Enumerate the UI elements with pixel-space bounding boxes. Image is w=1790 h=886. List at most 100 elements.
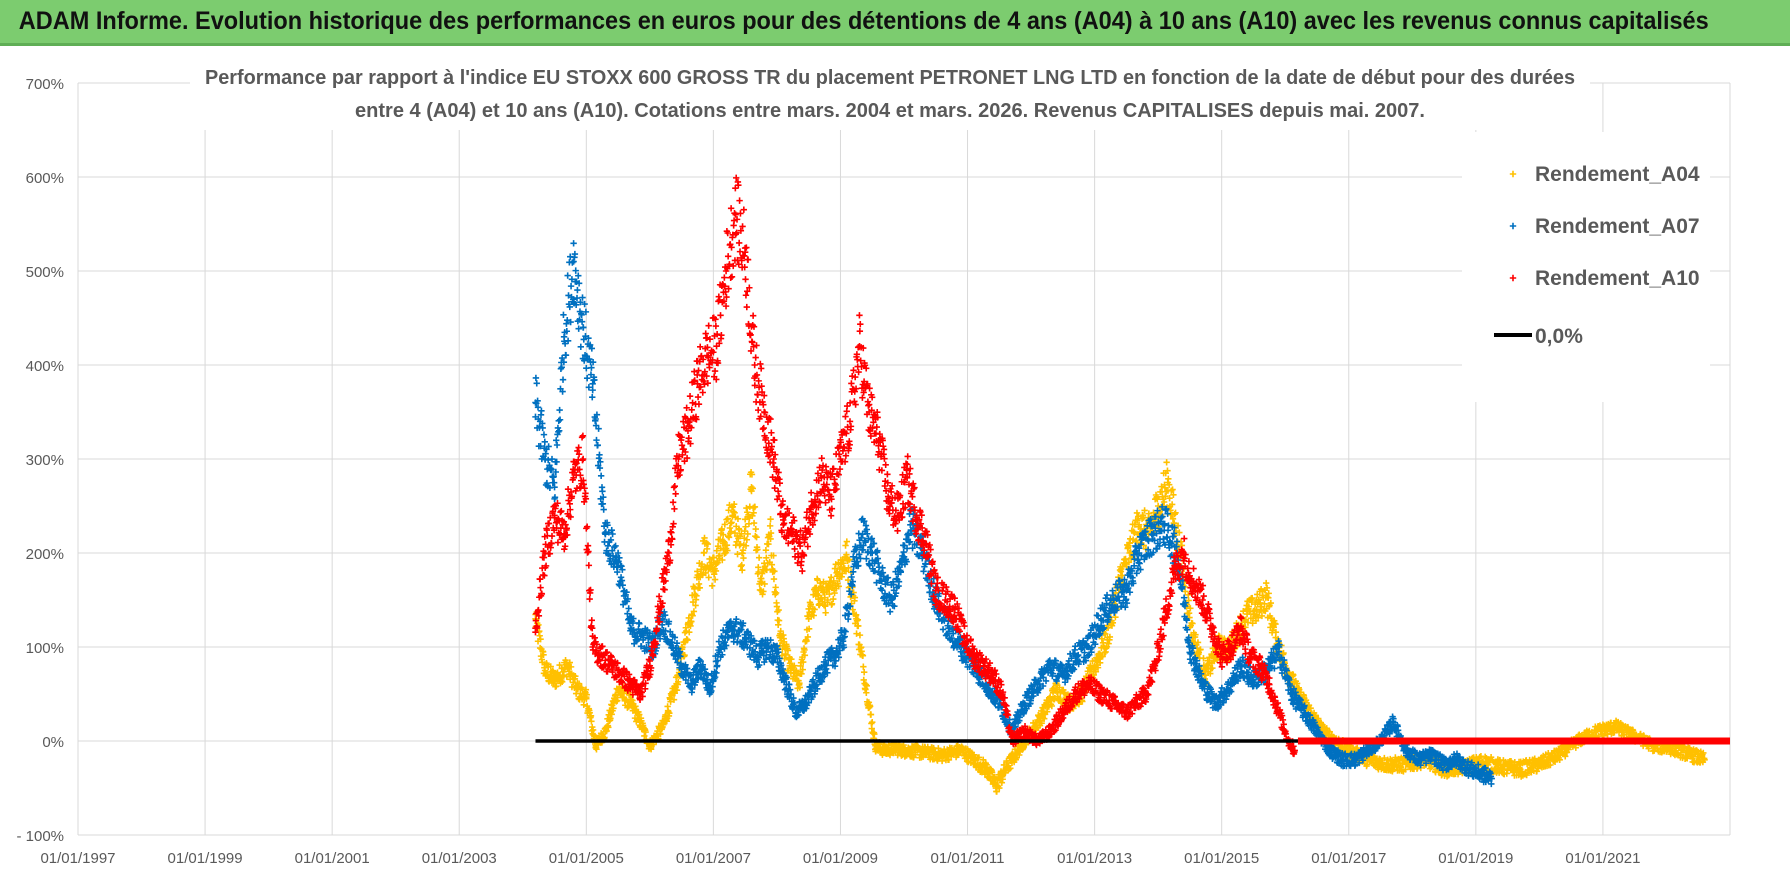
data-point-marker — [721, 550, 728, 557]
data-point-marker — [988, 769, 996, 776]
data-point-marker — [695, 580, 703, 588]
data-point-marker — [764, 534, 772, 541]
data-point-marker — [737, 563, 745, 570]
data-point-marker — [842, 628, 849, 635]
data-point-marker — [774, 621, 782, 628]
y-axis-labels: 700%600%500%400%300%200%100%0%- 100% — [16, 76, 64, 845]
data-point-marker — [566, 659, 573, 666]
data-point-marker — [798, 670, 805, 677]
data-point-marker — [1187, 650, 1195, 658]
data-point-marker — [719, 556, 726, 564]
data-point-marker — [540, 651, 547, 658]
data-point-marker — [583, 375, 591, 382]
data-point-marker — [743, 536, 751, 543]
data-point-marker — [719, 531, 727, 538]
data-point-marker — [766, 522, 774, 530]
data-point-marker — [770, 552, 777, 559]
data-point-marker — [1133, 509, 1141, 517]
data-point-marker — [796, 684, 803, 691]
data-point-marker — [703, 539, 710, 547]
data-point-marker — [766, 533, 773, 540]
data-point-marker — [710, 554, 718, 561]
data-point-marker — [843, 538, 851, 545]
data-point-marker — [658, 724, 666, 732]
data-point-marker — [831, 589, 838, 597]
chart-title-line2: entre 4 (A04) et 10 ans (A10). Cotations… — [355, 100, 1425, 122]
data-point-marker — [784, 647, 792, 654]
data-point-marker — [553, 437, 560, 444]
data-point-marker — [583, 691, 590, 698]
data-point-marker — [827, 574, 835, 581]
data-point-marker — [799, 658, 807, 666]
data-point-marker — [830, 595, 837, 603]
data-point-marker — [720, 538, 728, 545]
data-point-marker — [1112, 614, 1119, 621]
data-point-marker — [708, 582, 716, 590]
data-point-marker — [588, 718, 595, 725]
data-point-marker — [617, 574, 625, 581]
x-tick-label: 01/01/2013 — [1057, 850, 1132, 867]
data-point-marker — [547, 663, 554, 670]
chart-title-background — [190, 60, 1590, 130]
data-point-marker — [854, 616, 862, 624]
data-point-marker — [753, 534, 760, 541]
data-point-marker — [734, 551, 741, 558]
data-point-marker — [679, 644, 686, 651]
banner-title: ADAM Informe. Evolution historique des p… — [18, 7, 1709, 35]
data-point-marker — [998, 779, 1006, 786]
x-tick-label: 01/01/2015 — [1184, 850, 1259, 867]
data-point-marker — [681, 651, 688, 659]
y-tick-label: 300% — [26, 452, 64, 469]
data-point-marker — [550, 479, 558, 486]
y-tick-label: 100% — [26, 640, 64, 657]
data-point-marker — [728, 519, 735, 526]
data-point-marker — [742, 542, 750, 549]
data-point-marker — [820, 601, 828, 609]
data-point-marker — [670, 696, 678, 703]
data-point-marker — [657, 730, 664, 738]
data-point-marker — [835, 583, 842, 590]
data-point-marker — [714, 559, 721, 567]
data-point-marker — [1262, 579, 1270, 587]
data-point-marker — [727, 520, 734, 527]
data-point-marker — [763, 566, 770, 574]
data-point-marker — [851, 594, 859, 601]
data-point-marker — [860, 676, 867, 684]
data-point-marker — [701, 534, 708, 542]
data-point-marker — [935, 755, 942, 762]
data-point-marker — [935, 745, 942, 752]
data-point-marker — [582, 686, 590, 693]
data-point-marker — [692, 602, 699, 609]
x-tick-label: 01/01/2009 — [803, 850, 878, 867]
data-point-marker — [557, 365, 565, 372]
data-point-marker — [733, 538, 740, 546]
data-point-marker — [556, 416, 564, 423]
data-point-marker — [752, 533, 759, 540]
x-tick-label: 01/01/2011 — [931, 850, 1005, 867]
data-point-marker — [625, 703, 632, 710]
data-point-marker — [996, 784, 1003, 792]
data-point-marker — [593, 436, 600, 444]
data-point-marker — [540, 431, 548, 438]
data-point-marker — [750, 519, 758, 527]
x-tick-label: 01/01/2021 — [1565, 850, 1640, 867]
data-point-marker — [575, 325, 582, 332]
data-point-marker — [593, 746, 600, 753]
data-point-marker — [693, 592, 700, 600]
data-point-marker — [886, 608, 894, 615]
data-point-marker — [860, 668, 868, 676]
data-point-marker — [838, 570, 846, 577]
data-point-marker — [567, 282, 575, 290]
data-point-marker — [727, 528, 735, 535]
data-point-marker — [740, 554, 747, 562]
data-point-marker — [558, 678, 566, 686]
data-point-marker — [813, 584, 820, 591]
data-point-marker — [868, 725, 876, 732]
data-point-marker — [863, 689, 870, 696]
data-point-marker — [739, 546, 747, 554]
data-point-marker — [537, 635, 544, 643]
data-point-marker — [599, 488, 606, 495]
data-point-marker — [564, 272, 571, 279]
data-point-marker — [822, 609, 829, 616]
data-point-marker — [556, 661, 563, 669]
